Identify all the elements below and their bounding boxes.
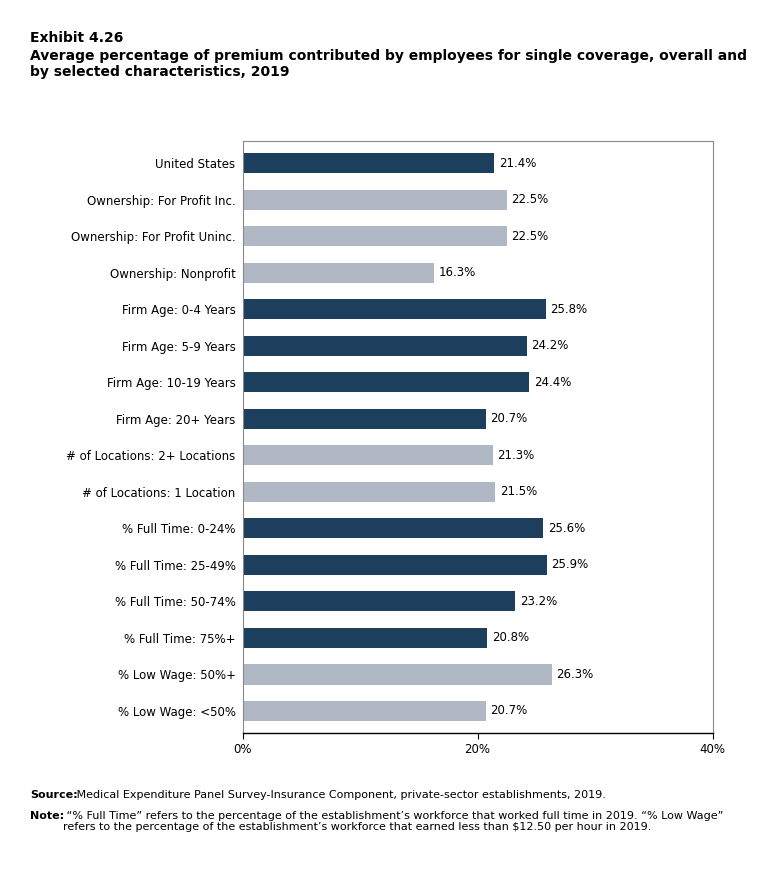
Text: 25.8%: 25.8% <box>550 303 587 316</box>
Bar <box>243 518 543 539</box>
Text: 24.4%: 24.4% <box>534 376 572 389</box>
Text: Average percentage of premium contributed by employees for single coverage, over: Average percentage of premium contribute… <box>30 49 747 79</box>
Text: Source:: Source: <box>30 790 78 800</box>
Text: 21.5%: 21.5% <box>500 486 537 498</box>
Bar <box>243 336 527 356</box>
Text: Medical Expenditure Panel Survey-Insurance Component, private-sector establishme: Medical Expenditure Panel Survey-Insuran… <box>73 790 606 800</box>
Text: 21.4%: 21.4% <box>499 156 536 170</box>
Bar <box>243 555 547 575</box>
Bar <box>243 664 552 684</box>
Text: 22.5%: 22.5% <box>512 230 549 243</box>
Text: Exhibit 4.26: Exhibit 4.26 <box>30 31 124 45</box>
Text: 20.7%: 20.7% <box>490 412 528 426</box>
Text: 23.2%: 23.2% <box>520 595 557 608</box>
Text: 25.9%: 25.9% <box>552 558 589 571</box>
Text: 16.3%: 16.3% <box>439 267 476 279</box>
Bar <box>243 226 507 246</box>
Bar <box>243 701 486 721</box>
Bar <box>243 299 546 320</box>
Text: 20.7%: 20.7% <box>490 705 528 718</box>
Bar <box>243 263 434 283</box>
Text: 25.6%: 25.6% <box>548 522 585 535</box>
Bar <box>243 628 487 648</box>
Text: 22.5%: 22.5% <box>512 193 549 207</box>
Bar <box>243 153 494 173</box>
Text: Note:: Note: <box>30 811 64 820</box>
Bar <box>243 445 493 465</box>
Bar <box>243 592 515 611</box>
Text: 26.3%: 26.3% <box>556 668 594 681</box>
Text: 24.2%: 24.2% <box>531 339 569 352</box>
Text: 21.3%: 21.3% <box>497 449 534 462</box>
Bar <box>243 409 486 429</box>
Text: “% Full Time” refers to the percentage of the establishment’s workforce that wor: “% Full Time” refers to the percentage o… <box>63 811 723 832</box>
Bar <box>243 482 495 502</box>
Text: 20.8%: 20.8% <box>492 631 529 645</box>
Bar <box>243 190 507 210</box>
Bar <box>243 373 529 392</box>
